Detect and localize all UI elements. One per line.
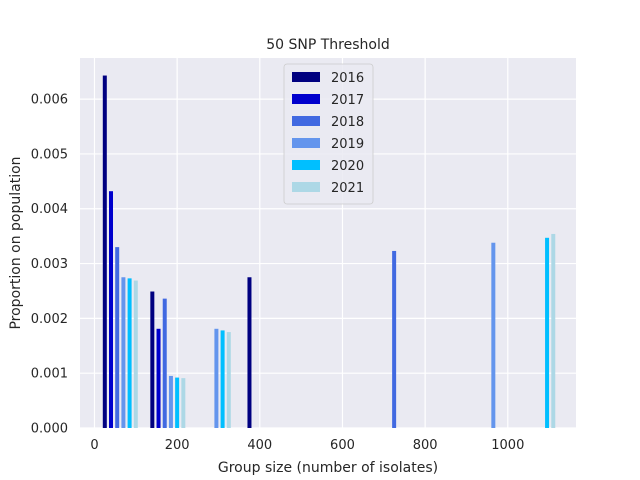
bar-2019 (168, 375, 173, 428)
y-tick-label: 0.006 (31, 93, 68, 108)
y-tick-label: 0.000 (31, 422, 68, 437)
legend: 2016 2017 2018 2019 2020 2021 (283, 63, 374, 205)
x-tick-labels: 0 200 400 600 800 1000 (90, 438, 524, 453)
bar-2021 (133, 280, 138, 428)
y-tick-label: 0.003 (31, 257, 68, 272)
bar-2021 (226, 332, 231, 428)
bar-2016 (102, 75, 107, 428)
legend-label: 2020 (331, 159, 364, 174)
y-tick-labels: 0.000 0.001 0.002 0.003 0.004 0.005 0.006 (31, 93, 68, 437)
y-tick-label: 0.001 (31, 367, 68, 382)
x-axis-label: Group size (number of isolates) (218, 460, 438, 476)
x-tick-label: 200 (165, 438, 190, 453)
bar-2020 (545, 237, 550, 428)
legend-swatch (292, 72, 320, 82)
y-axis-label: Proportion on population (8, 156, 24, 329)
legend-swatch (292, 182, 320, 192)
chart-title: 50 SNP Threshold (266, 37, 390, 53)
bar-2016 (247, 277, 252, 428)
legend-label: 2018 (331, 115, 364, 130)
bar-2018 (162, 298, 167, 428)
legend-label: 2021 (331, 181, 364, 196)
legend-label: 2019 (331, 137, 364, 152)
y-tick-label: 0.005 (31, 147, 68, 162)
bars (102, 75, 556, 428)
bar-2021 (181, 378, 186, 428)
x-tick-label: 400 (247, 438, 272, 453)
bar-2017 (109, 191, 113, 428)
bar-2018 (392, 250, 397, 428)
bar-2019 (214, 328, 219, 428)
x-tick-label: 600 (330, 438, 355, 453)
y-tick-label: 0.002 (31, 312, 68, 327)
bar-2021 (551, 233, 556, 428)
x-tick-label: 0 (90, 438, 98, 453)
legend-label: 2017 (331, 93, 364, 108)
bar-2016 (150, 291, 155, 428)
legend-swatch (292, 160, 320, 170)
bar-2018 (115, 247, 120, 428)
x-tick-label: 1000 (491, 438, 524, 453)
legend-label: 2016 (331, 71, 364, 86)
y-tick-label: 0.004 (31, 202, 68, 217)
bar-2020 (175, 377, 180, 428)
bar-2019 (491, 242, 496, 428)
bar-2019 (121, 277, 126, 428)
legend-swatch (292, 116, 320, 126)
bar-2017 (156, 328, 161, 428)
x-tick-label: 800 (413, 438, 438, 453)
legend-swatch (292, 94, 320, 104)
legend-swatch (292, 138, 320, 148)
bar-2020 (127, 278, 132, 428)
bar-2020 (220, 330, 225, 428)
